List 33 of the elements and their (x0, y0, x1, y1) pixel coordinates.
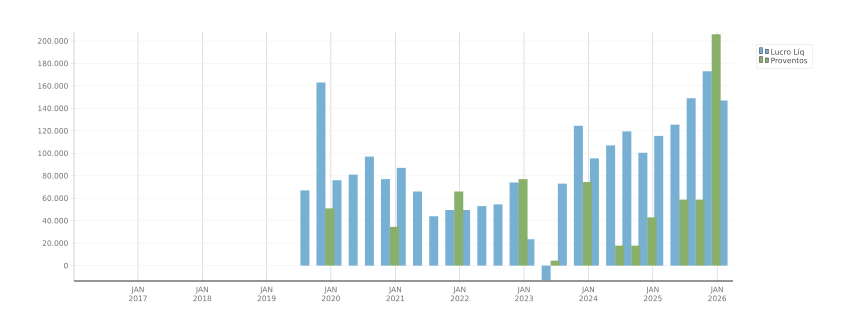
bar (454, 191, 464, 266)
bar (396, 168, 406, 266)
bar (550, 260, 560, 266)
bar (712, 34, 721, 266)
bar (558, 184, 567, 266)
bar (316, 82, 326, 266)
bar (429, 216, 438, 266)
bar (542, 266, 551, 280)
bar (325, 208, 334, 266)
bar (510, 182, 519, 266)
bar (390, 226, 399, 266)
bar (622, 131, 632, 266)
bar (518, 179, 528, 266)
bar (615, 246, 624, 266)
bar (477, 206, 486, 266)
bar (631, 246, 640, 266)
bar (679, 200, 688, 266)
bar (413, 191, 422, 266)
bar (348, 174, 358, 266)
bar (445, 210, 454, 266)
bar (606, 145, 616, 266)
bar (647, 217, 656, 266)
bar (638, 152, 648, 266)
bar (670, 124, 680, 266)
bar (300, 190, 310, 266)
bar (494, 204, 503, 266)
bar (696, 200, 705, 266)
bar (582, 182, 592, 266)
bar (686, 98, 696, 266)
bar (574, 126, 583, 266)
bar (702, 71, 712, 266)
bar (364, 156, 374, 266)
bar (380, 179, 390, 266)
